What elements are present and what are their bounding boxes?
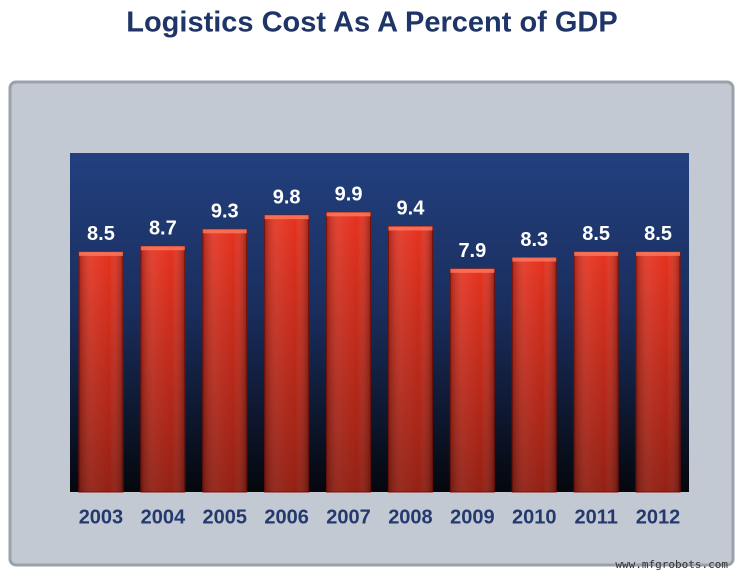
x-tick-label: 2003 bbox=[79, 506, 124, 528]
x-tick-label: 2012 bbox=[636, 506, 681, 528]
x-tick-label: 2007 bbox=[326, 506, 371, 528]
x-tick-label: 2009 bbox=[450, 506, 495, 528]
bar-cap bbox=[78, 251, 123, 256]
data-label: 8.5 bbox=[582, 223, 610, 245]
bar-shade bbox=[140, 246, 185, 492]
bar-shade bbox=[574, 251, 619, 492]
data-label: 8.5 bbox=[644, 223, 672, 245]
x-tick-label: 2010 bbox=[512, 506, 557, 528]
bar-shade bbox=[450, 268, 495, 492]
bar-cap bbox=[512, 257, 557, 262]
bar-cap bbox=[202, 229, 247, 234]
bar-shade bbox=[326, 212, 371, 492]
bar-cap bbox=[264, 215, 309, 220]
data-label: 9.8 bbox=[273, 186, 301, 208]
data-label: 7.9 bbox=[458, 240, 486, 262]
bar-cap bbox=[636, 251, 681, 256]
bar-shade bbox=[202, 229, 247, 492]
x-tick-label: 2008 bbox=[388, 506, 433, 528]
bar-shade bbox=[78, 251, 123, 492]
bar-cap bbox=[140, 246, 185, 251]
bar-cap bbox=[450, 268, 495, 273]
data-label: 8.7 bbox=[149, 218, 177, 240]
bar-cap bbox=[326, 212, 371, 217]
x-tick-label: 2005 bbox=[203, 506, 248, 528]
x-tick-label: 2006 bbox=[264, 506, 309, 528]
data-label: 8.5 bbox=[87, 223, 115, 245]
x-tick-label: 2004 bbox=[141, 506, 186, 528]
bar-cap bbox=[388, 226, 433, 231]
bar-shade bbox=[512, 257, 557, 492]
watermark: www.mfgrobots.com bbox=[615, 558, 728, 571]
data-label: 9.9 bbox=[335, 184, 363, 206]
data-label: 9.4 bbox=[397, 198, 426, 220]
x-tick-label: 2011 bbox=[574, 506, 617, 528]
bar-cap bbox=[574, 251, 619, 256]
bar-shade bbox=[636, 251, 681, 492]
data-label: 8.3 bbox=[520, 229, 548, 251]
bar-shade bbox=[264, 215, 309, 492]
bar-shade bbox=[388, 226, 433, 492]
chart-title: Logistics Cost As A Percent of GDP bbox=[126, 7, 617, 39]
data-label: 9.3 bbox=[211, 201, 239, 223]
